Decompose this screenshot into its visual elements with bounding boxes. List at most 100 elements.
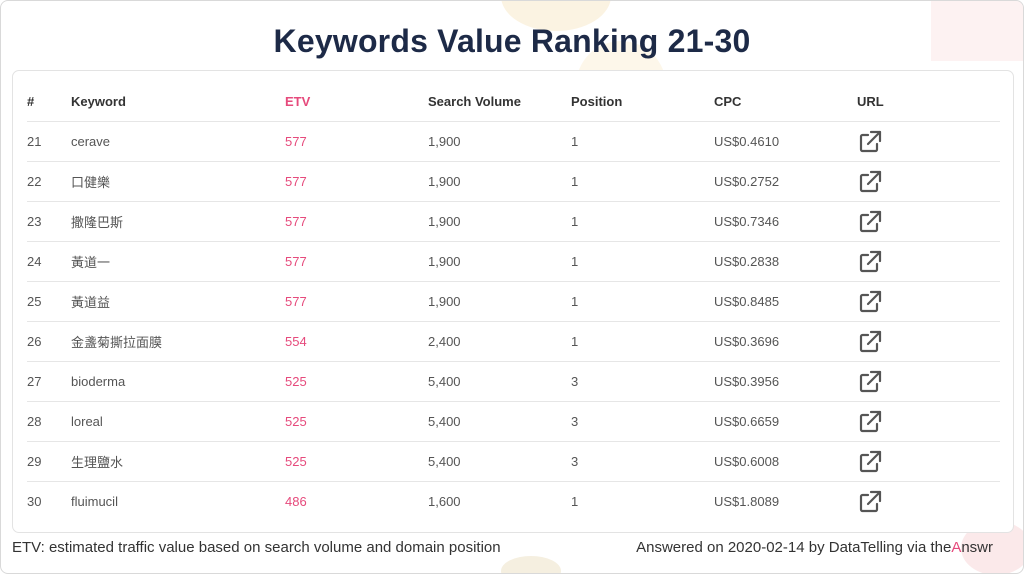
- cell-keyword: 撒隆巴斯: [71, 201, 285, 242]
- cell-url: [857, 201, 1000, 242]
- cell-position: 1: [571, 494, 579, 509]
- cell-url: [857, 241, 1000, 282]
- brand-accent-letter: A: [951, 539, 962, 556]
- table-row: 23 撒隆巴斯 577 1,900 1 US$0.7346: [27, 201, 1000, 242]
- cell-etv: 577: [285, 201, 428, 242]
- cell-rank: 25: [27, 281, 71, 322]
- table-row: 24 黃道一 577 1,900 1 US$0.2838: [27, 241, 1000, 282]
- cell-cpc: US$0.4610: [714, 121, 857, 162]
- header-cpc: CPC: [714, 81, 857, 122]
- cell-keyword: bioderma: [71, 361, 285, 402]
- header-rank: #: [27, 81, 71, 122]
- header-etv: ETV: [285, 81, 428, 122]
- cell-url: [857, 281, 1000, 322]
- cell-cpc: US$0.8485: [714, 281, 857, 322]
- table-row: 28 loreal 525 5,400 3 US$0.6659: [27, 401, 1000, 442]
- external-link-icon[interactable]: [857, 209, 883, 235]
- table-row: 21 cerave 577 1,900 1 US$0.4610: [27, 121, 1000, 162]
- table-row: 26 金盞菊撕拉面膜 554 2,400 1 US$0.3696: [27, 321, 1000, 362]
- cell-etv: 525: [285, 441, 428, 482]
- etv-footnote: ETV: estimated traffic value based on se…: [12, 539, 501, 556]
- header-keyword: Keyword: [71, 81, 285, 122]
- cell-search-volume: 1,900: [428, 281, 571, 322]
- cell-position: 3: [571, 361, 714, 402]
- table-row: 30 fluimucil 486 1,600 1 US$1.8089: [27, 482, 1000, 522]
- cell-etv: 577: [285, 121, 428, 162]
- cell-position: 1: [571, 321, 714, 362]
- cell-keyword: fluimucil: [71, 494, 118, 509]
- table-row: 29 生理鹽水 525 5,400 3 US$0.6008: [27, 441, 1000, 482]
- external-link-icon[interactable]: [857, 369, 883, 395]
- cell-url: [857, 161, 1000, 202]
- cell-cpc: US$0.7346: [714, 201, 857, 242]
- keywords-table: # Keyword ETV Search Volume Position CPC…: [27, 81, 1000, 521]
- cell-search-volume: 1,900: [428, 121, 571, 162]
- cell-position: 3: [571, 441, 714, 482]
- external-link-icon[interactable]: [857, 129, 883, 155]
- keywords-table-card: # Keyword ETV Search Volume Position CPC…: [12, 70, 1014, 533]
- cell-etv: 577: [285, 281, 428, 322]
- table-row: 22 口健樂 577 1,900 1 US$0.2752: [27, 161, 1000, 202]
- background-decoration: [501, 556, 561, 573]
- external-link-icon[interactable]: [857, 449, 883, 475]
- external-link-icon[interactable]: [857, 249, 883, 275]
- page-title: Keywords Value Ranking 21-30: [273, 23, 751, 59]
- cell-keyword: 黃道益: [71, 281, 285, 322]
- credit-line: Answered on 2020-02-14 by DataTelling vi…: [636, 539, 993, 556]
- cell-search-volume: 5,400: [428, 441, 571, 482]
- cell-keyword: cerave: [71, 121, 285, 162]
- cell-position: 1: [571, 201, 714, 242]
- cell-position: 1: [571, 281, 714, 322]
- cell-position: 1: [571, 241, 714, 282]
- brand-rest: nswr: [961, 539, 993, 556]
- external-link-icon[interactable]: [857, 289, 883, 315]
- cell-cpc: US$0.2752: [714, 161, 857, 202]
- cell-search-volume: 2,400: [428, 321, 571, 362]
- cell-rank: 27: [27, 361, 71, 402]
- cell-position: 3: [571, 401, 714, 442]
- cell-position: 1: [571, 121, 714, 162]
- table-row: 27 bioderma 525 5,400 3 US$0.3956: [27, 361, 1000, 402]
- cell-cpc: US$0.3956: [714, 361, 857, 402]
- cell-search-volume: 1,900: [428, 161, 571, 202]
- cell-position: 1: [571, 161, 714, 202]
- external-link-icon[interactable]: [857, 489, 883, 515]
- cell-search-volume: 1,900: [428, 201, 571, 242]
- external-link-icon[interactable]: [857, 169, 883, 195]
- cell-url: [857, 121, 1000, 162]
- cell-url: [857, 441, 1000, 482]
- cell-etv: 486: [285, 494, 307, 509]
- cell-rank: 29: [27, 441, 71, 482]
- cell-etv: 577: [285, 161, 428, 202]
- header-url: URL: [857, 81, 1000, 122]
- cell-etv: 577: [285, 241, 428, 282]
- cell-url: [857, 401, 1000, 442]
- cell-keyword: 黃道一: [71, 241, 285, 282]
- cell-search-volume: 5,400: [428, 361, 571, 402]
- cell-url: [857, 321, 1000, 362]
- cell-url: [857, 482, 1000, 522]
- cell-keyword: 金盞菊撕拉面膜: [71, 321, 285, 362]
- cell-rank: 24: [27, 241, 71, 282]
- cell-rank: 21: [27, 121, 71, 162]
- cell-rank: 26: [27, 321, 71, 362]
- cell-cpc: US$0.2838: [714, 241, 857, 282]
- cell-keyword: 生理鹽水: [71, 441, 285, 482]
- external-link-icon[interactable]: [857, 329, 883, 355]
- cell-etv: 525: [285, 361, 428, 402]
- cell-rank: 23: [27, 201, 71, 242]
- cell-etv: 525: [285, 401, 428, 442]
- credit-text: Answered on 2020-02-14 by DataTelling vi…: [636, 539, 952, 556]
- cell-cpc: US$1.8089: [714, 494, 780, 509]
- cell-cpc: US$0.3696: [714, 321, 857, 362]
- cell-cpc: US$0.6659: [714, 401, 857, 442]
- cell-etv: 554: [285, 321, 428, 362]
- cell-rank: 30: [27, 494, 42, 509]
- cell-rank: 28: [27, 401, 71, 442]
- header-search-volume: Search Volume: [428, 81, 571, 122]
- cell-url: [857, 361, 1000, 402]
- cell-search-volume: 1,900: [428, 241, 571, 282]
- header-position: Position: [571, 81, 714, 122]
- external-link-icon[interactable]: [857, 409, 883, 435]
